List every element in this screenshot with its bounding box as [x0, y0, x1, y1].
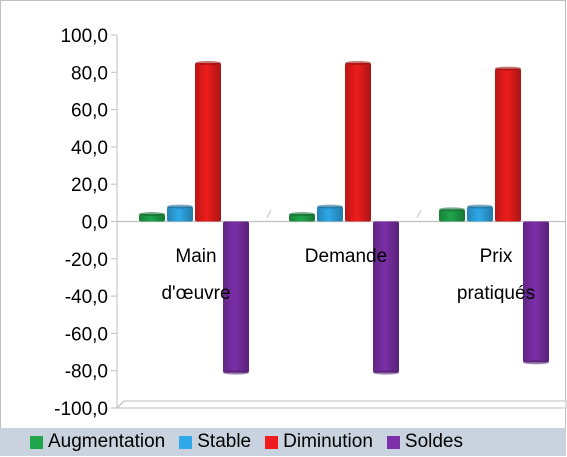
- bar-stable-prix-pratiques: [467, 206, 493, 222]
- legend-swatch-stable: [179, 435, 193, 449]
- bar-augmentation-prix-pratiques: [439, 209, 465, 222]
- bar-stable-main-d-oeuvre: [167, 206, 193, 222]
- y-tick-label: -40,0: [65, 287, 108, 308]
- bar-diminution-prix-pratiques: [495, 68, 521, 222]
- y-tick-label: -100,0: [54, 399, 108, 420]
- bar-cap-augmentation-main-d-oeuvre: [139, 212, 165, 217]
- category-label-demande: Demande: [305, 246, 387, 267]
- y-tick-label: -20,0: [65, 250, 108, 271]
- category-separator: [416, 210, 422, 218]
- bar-cap-soldes-prix-pratiques: [523, 360, 549, 365]
- bar-cap-stable-main-d-oeuvre: [167, 204, 193, 209]
- bar-augmentation-demande: [289, 214, 315, 222]
- bar-stable-demande: [317, 206, 343, 222]
- bar-soldes-prix-pratiques: [523, 221, 549, 363]
- y-tick-label: 60,0: [71, 101, 108, 122]
- chart-floor: [115, 400, 567, 409]
- legend-item-soldes: Soldes: [386, 431, 463, 453]
- floor-edge: [116, 400, 125, 409]
- category-label-main-d-oeuvre: Main: [175, 246, 216, 267]
- legend-label-stable: Stable: [197, 431, 252, 452]
- bar-cap-augmentation-demande: [289, 212, 315, 217]
- y-tick-label: 40,0: [71, 138, 108, 159]
- legend-swatch-diminution: [265, 435, 279, 449]
- bar-group: [139, 60, 549, 375]
- bar-cap-stable-prix-pratiques: [467, 204, 493, 209]
- bar-cap-soldes-main-d-oeuvre: [223, 370, 249, 375]
- y-tick-label: 100,0: [60, 26, 108, 47]
- bar-soldes-main-d-oeuvre: [223, 221, 249, 373]
- bar-cap-diminution-main-d-oeuvre: [195, 60, 221, 65]
- category-separator: [266, 210, 272, 218]
- y-tick-label: 80,0: [71, 63, 108, 84]
- legend-label-diminution: Diminution: [283, 431, 373, 452]
- bar-cap-diminution-prix-pratiques: [495, 66, 521, 71]
- bar-augmentation-main-d-oeuvre: [139, 214, 165, 222]
- legend-item-diminution: Diminution: [265, 431, 373, 453]
- bar-soldes-demande: [373, 221, 399, 373]
- chart-plot: 100,0 80,0 60,0 40,0 20,0 0,0 -20,0 -40,0 -60,0 -…: [54, 26, 567, 420]
- y-axis-ticks: 100,0 80,0 60,0 40,0 20,0 0,0 -20,0 -40,0 -60,0 -…: [54, 26, 117, 420]
- category-label-prix-pratiques: Prix: [480, 246, 513, 267]
- legend-swatch-augmentation: [30, 435, 43, 449]
- bar-cap-augmentation-prix-pratiques: [439, 207, 465, 212]
- bar-cap-stable-demande: [317, 204, 343, 209]
- bar-cap-diminution-demande: [345, 60, 371, 65]
- legend-item-stable: Stable: [179, 431, 251, 453]
- bar-diminution-demande: [345, 62, 371, 222]
- legend-item-augmentation: Augmentation: [30, 431, 165, 453]
- bar-diminution-main-d-oeuvre: [195, 62, 221, 222]
- y-tick-label: 0,0: [82, 213, 108, 234]
- bar-cap-soldes-demande: [373, 370, 399, 375]
- legend-swatch-soldes: [386, 435, 400, 449]
- category-label-main-d-oeuvre: d'œuvre: [161, 283, 230, 304]
- legend-label-soldes: Soldes: [404, 431, 463, 452]
- category-labels: Main d'œuvre Demande Prix pratiqués: [161, 246, 535, 304]
- y-tick-label: -80,0: [65, 362, 108, 383]
- chart-legend: Augmentation Stable Diminution Soldes: [0, 428, 566, 456]
- y-tick-label: -60,0: [65, 324, 108, 345]
- category-label-prix-pratiques: pratiqués: [457, 283, 535, 304]
- y-tick-label: 20,0: [71, 175, 108, 196]
- legend-label-augmentation: Augmentation: [48, 431, 166, 452]
- chart-floor-plane: [115, 400, 567, 409]
